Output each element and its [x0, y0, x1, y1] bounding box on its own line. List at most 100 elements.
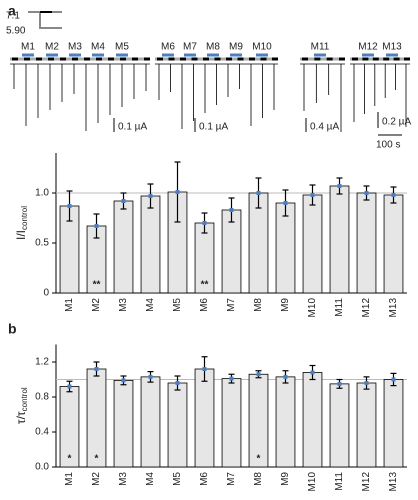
- x-tick-label: M13: [388, 298, 399, 318]
- x-tick-label: M2: [91, 472, 102, 486]
- mean-point: [175, 190, 180, 194]
- trace: [155, 63, 278, 129]
- significance: *: [257, 454, 261, 465]
- mean-point: [94, 224, 99, 228]
- mean-point: [310, 193, 315, 197]
- trace-label: M11: [311, 42, 330, 53]
- panel-label: a: [8, 3, 16, 19]
- significance: *: [68, 454, 72, 465]
- scale-bar-label: 0.1 µA: [199, 122, 228, 133]
- y-tick-label: 1.0: [35, 188, 49, 199]
- mean-point: [391, 377, 396, 382]
- trace-label: M4: [91, 42, 105, 53]
- bar: [140, 376, 161, 468]
- trace-label: M3: [68, 42, 82, 53]
- y-axis-label: τ/τcontrol: [14, 387, 29, 424]
- y-axis-label-main: τ/τ: [14, 411, 28, 424]
- x-tick-label: M3: [118, 298, 129, 312]
- mean-point: [148, 194, 153, 198]
- x-tick-label: M11: [334, 298, 345, 317]
- mean-point: [148, 374, 153, 379]
- bar: [167, 382, 188, 468]
- bar: [383, 379, 404, 468]
- scale-bar-label: 0.1 µA: [118, 122, 147, 133]
- bar: [275, 376, 296, 468]
- x-tick-label: M3: [118, 472, 129, 486]
- bar: [221, 378, 242, 468]
- x-tick-label: M11: [334, 472, 345, 491]
- x-tick-label: M13: [388, 472, 399, 492]
- bar: [329, 383, 350, 468]
- x-tick-label: M9: [280, 472, 291, 486]
- x-tick-label: M5: [172, 298, 183, 312]
- y-tick-label: 0.5: [35, 238, 49, 249]
- mean-point: [310, 370, 315, 375]
- bar: [86, 368, 107, 468]
- x-tick-label: M1: [64, 298, 75, 312]
- significance: *: [95, 454, 99, 465]
- mean-point: [364, 191, 369, 195]
- mean-point: [391, 193, 396, 197]
- bar: [356, 192, 377, 294]
- y-tick-label: 0: [43, 288, 49, 299]
- ph-protocol: [28, 11, 62, 29]
- mean-point: [337, 184, 342, 188]
- bar: [113, 200, 134, 294]
- trace: [10, 63, 150, 131]
- trace: [350, 63, 410, 127]
- x-tick-label: M9: [280, 298, 291, 312]
- trace-label: M5: [115, 42, 129, 53]
- significance: **: [93, 280, 101, 291]
- y-tick-label: 1.2: [35, 357, 49, 368]
- x-tick-label: M7: [226, 472, 237, 486]
- scale-bar-label: 0.2 µA: [382, 117, 411, 128]
- bar: [383, 194, 404, 294]
- mean-point: [202, 221, 207, 225]
- ph-label: 5.90: [6, 26, 26, 37]
- mean-point: [121, 199, 126, 203]
- mean-point: [337, 381, 342, 386]
- bar: [140, 195, 161, 294]
- x-tick-label: M12: [361, 472, 372, 492]
- trace-label: M9: [229, 42, 243, 53]
- ph-label: 7.1: [6, 11, 20, 22]
- bar: [113, 379, 134, 468]
- trace-label: M6: [161, 42, 175, 53]
- trace-label: M7: [183, 42, 197, 53]
- x-tick-label: M8: [253, 472, 264, 486]
- y-tick-label: 0.8: [35, 392, 49, 403]
- mean-point: [229, 208, 234, 212]
- bar: [194, 368, 215, 468]
- mean-point: [283, 374, 288, 379]
- mean-point: [256, 372, 261, 377]
- mean-point: [364, 381, 369, 385]
- bar: [329, 185, 350, 294]
- trace-label: M12: [358, 42, 378, 53]
- x-tick-label: M2: [91, 298, 102, 312]
- mean-point: [94, 367, 99, 371]
- mean-point: [67, 204, 72, 208]
- x-tick-label: M1: [64, 472, 75, 486]
- x-tick-label: M6: [199, 298, 210, 312]
- panel-label: b: [8, 321, 17, 337]
- mean-point: [67, 384, 72, 389]
- scale-bar-label: 0.4 µA: [310, 122, 339, 133]
- mean-point: [256, 191, 261, 195]
- trace: [300, 63, 345, 132]
- bar: [302, 372, 323, 468]
- x-tick-label: M7: [226, 298, 237, 312]
- trace-label: M10: [252, 42, 272, 53]
- mean-point: [175, 381, 180, 385]
- trace-label: M13: [382, 42, 402, 53]
- mean-point: [202, 367, 207, 371]
- y-axis-label-main: I/I: [14, 230, 28, 240]
- x-tick-label: M10: [307, 298, 318, 318]
- x-tick-label: M6: [199, 472, 210, 486]
- mean-point: [283, 201, 288, 205]
- x-tick-label: M4: [145, 298, 156, 312]
- y-axis-label: I/Icontrol: [14, 206, 29, 240]
- x-tick-label: M8: [253, 298, 264, 312]
- time-bar-label: 100 s: [376, 140, 400, 151]
- y-axis-label-sub: control: [20, 387, 29, 411]
